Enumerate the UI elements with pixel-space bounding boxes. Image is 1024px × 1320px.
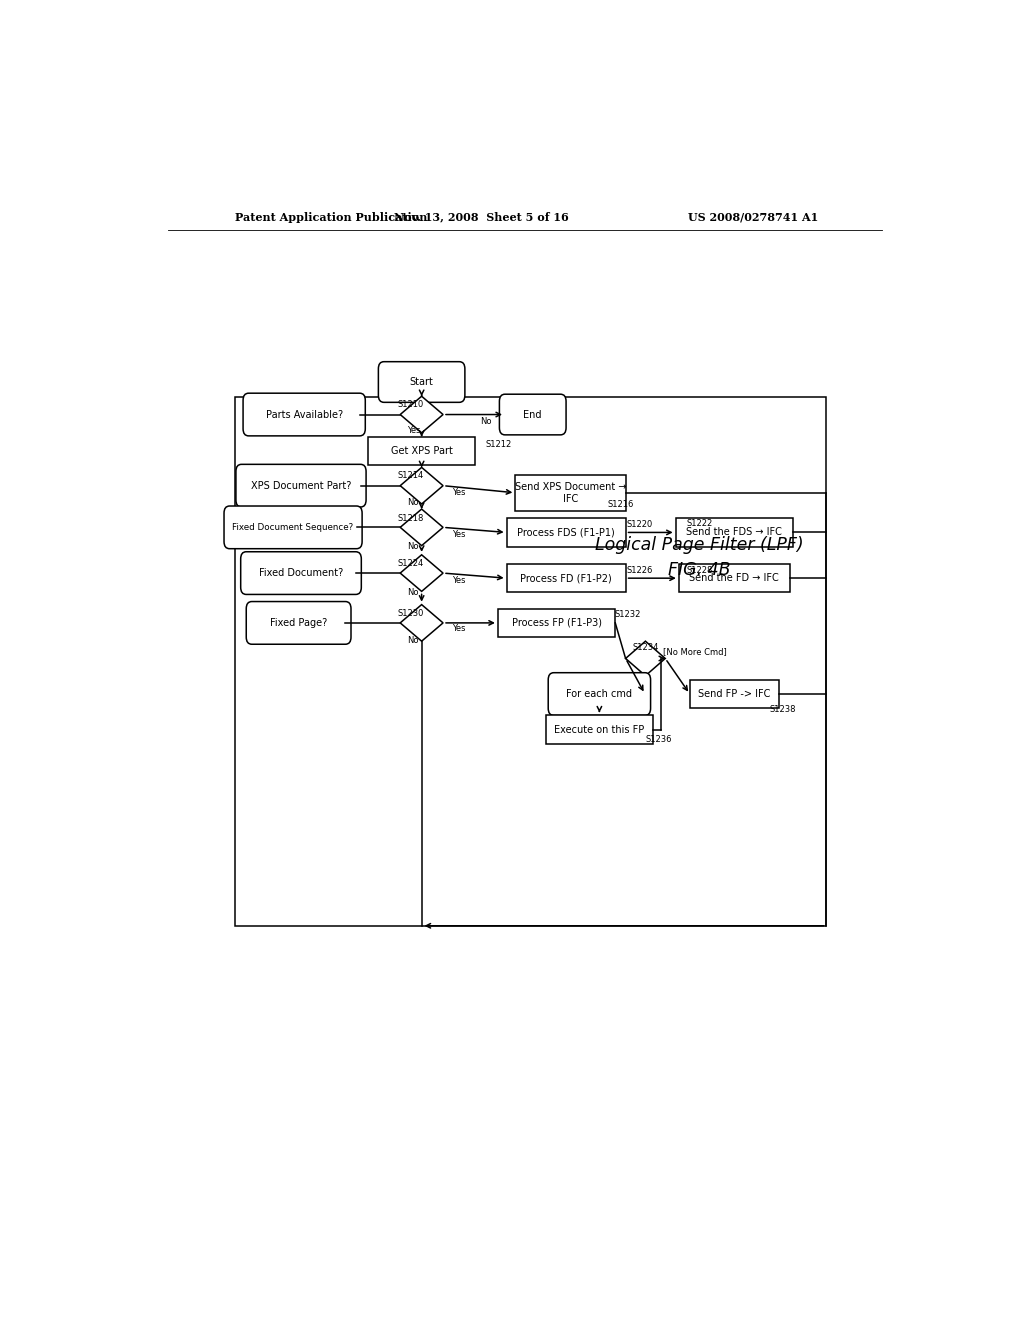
Text: No: No	[408, 587, 419, 597]
FancyBboxPatch shape	[548, 673, 650, 715]
Text: Fixed Document Sequence?: Fixed Document Sequence?	[232, 523, 353, 532]
Text: Fixed Document?: Fixed Document?	[259, 568, 343, 578]
Text: Logical Page Filter (LPF): Logical Page Filter (LPF)	[595, 536, 804, 553]
Text: Yes: Yes	[408, 426, 421, 436]
Text: S1230: S1230	[397, 610, 424, 618]
Text: US 2008/0278741 A1: US 2008/0278741 A1	[688, 211, 818, 223]
Text: Send the FD → IFC: Send the FD → IFC	[689, 573, 779, 583]
Text: End: End	[523, 409, 542, 420]
Text: Patent Application Publication: Patent Application Publication	[236, 211, 427, 223]
Text: FIG. 4B: FIG. 4B	[668, 561, 731, 579]
Text: Process FDS (F1-P1): Process FDS (F1-P1)	[517, 528, 615, 537]
Text: S1210: S1210	[397, 400, 424, 409]
Text: Yes: Yes	[452, 529, 465, 539]
Text: No: No	[408, 543, 419, 552]
Text: Execute on this FP: Execute on this FP	[554, 725, 644, 735]
Polygon shape	[400, 554, 443, 591]
Text: Yes: Yes	[452, 624, 465, 634]
Bar	[690, 680, 778, 709]
FancyBboxPatch shape	[236, 465, 367, 507]
Text: Send XPS Document →
IFC: Send XPS Document → IFC	[515, 482, 627, 504]
Text: S1228: S1228	[687, 565, 713, 574]
Text: Process FP (F1-P3): Process FP (F1-P3)	[512, 618, 601, 628]
Text: For each cmd: For each cmd	[566, 689, 633, 700]
Text: S1234: S1234	[633, 643, 659, 652]
Text: No: No	[480, 417, 492, 426]
FancyBboxPatch shape	[500, 395, 566, 434]
Bar	[368, 437, 475, 466]
Bar	[507, 564, 626, 593]
Text: S1236: S1236	[645, 735, 672, 744]
Text: Send the FDS → IFC: Send the FDS → IFC	[686, 528, 782, 537]
Text: Yes: Yes	[452, 488, 465, 498]
Text: Get XPS Part: Get XPS Part	[391, 446, 453, 457]
FancyBboxPatch shape	[243, 393, 366, 436]
Text: S1212: S1212	[485, 440, 511, 449]
Text: Process FD (F1-P2): Process FD (F1-P2)	[520, 573, 612, 583]
FancyBboxPatch shape	[379, 362, 465, 403]
Text: XPS Document Part?: XPS Document Part?	[251, 480, 351, 491]
FancyBboxPatch shape	[241, 552, 361, 594]
Bar	[546, 715, 653, 744]
Bar	[676, 519, 793, 546]
Text: S1218: S1218	[397, 513, 424, 523]
FancyBboxPatch shape	[224, 506, 362, 549]
FancyBboxPatch shape	[246, 602, 351, 644]
Text: S1238: S1238	[769, 705, 796, 714]
Text: Fixed Page?: Fixed Page?	[270, 618, 328, 628]
Bar	[236, 397, 826, 925]
Text: No: No	[408, 499, 419, 507]
Polygon shape	[400, 605, 443, 642]
Text: S1222: S1222	[687, 519, 713, 528]
Text: S1216: S1216	[607, 500, 634, 510]
Text: Parts Available?: Parts Available?	[265, 409, 343, 420]
Text: Start: Start	[410, 378, 433, 387]
Text: Nov. 13, 2008  Sheet 5 of 16: Nov. 13, 2008 Sheet 5 of 16	[394, 211, 568, 223]
Text: No: No	[408, 636, 419, 644]
Polygon shape	[400, 396, 443, 433]
Text: S1224: S1224	[397, 560, 424, 569]
Bar	[515, 474, 627, 511]
Text: S1232: S1232	[614, 610, 641, 619]
Text: Send FP -> IFC: Send FP -> IFC	[698, 689, 770, 700]
Polygon shape	[626, 642, 666, 676]
Text: Yes: Yes	[452, 576, 465, 585]
Text: S1214: S1214	[397, 471, 424, 480]
Text: [No More Cmd]: [No More Cmd]	[663, 647, 727, 656]
Bar	[507, 519, 626, 546]
Bar	[498, 609, 615, 638]
Text: S1220: S1220	[627, 520, 652, 529]
Polygon shape	[400, 467, 443, 504]
Polygon shape	[400, 510, 443, 545]
Text: S1226: S1226	[627, 565, 652, 574]
Bar	[679, 564, 790, 593]
